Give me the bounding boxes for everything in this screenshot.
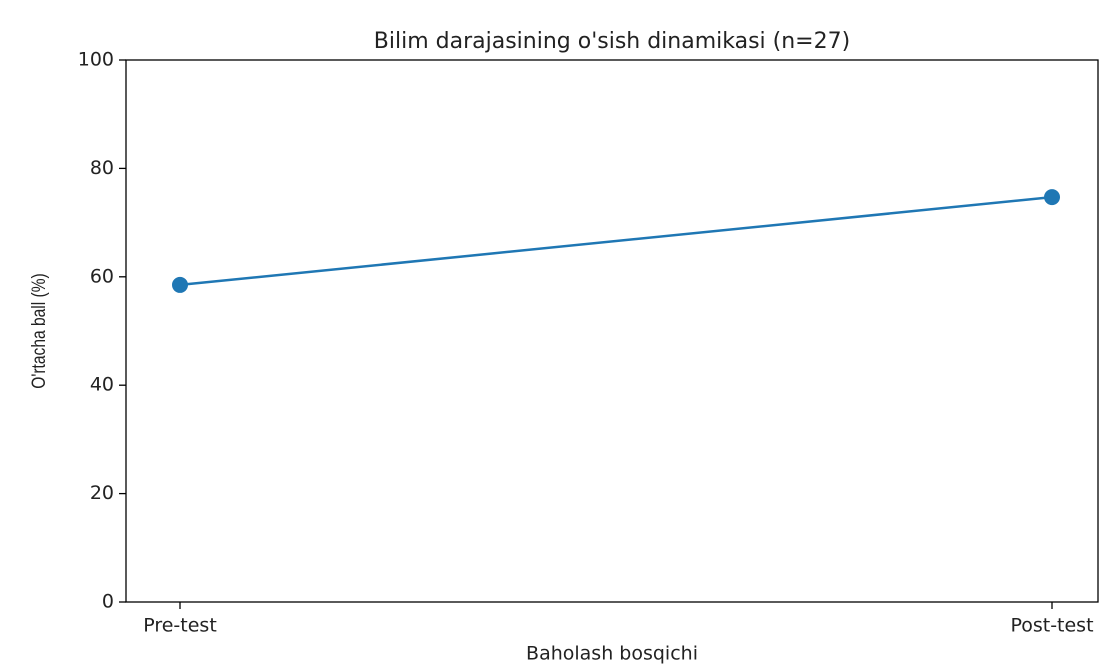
y-tick-label: 0 (102, 591, 114, 613)
x-tick-label: Pre-test (143, 615, 217, 637)
data-point (172, 276, 188, 293)
data-line (179, 195, 1053, 287)
y-axis-label: O'rtacha ball (%) (28, 273, 50, 388)
y-tick-label: 60 (90, 265, 114, 287)
y-tick-label: 40 (90, 374, 114, 396)
x-tick-label: Post-test (1010, 615, 1093, 637)
y-tick-label: 100 (78, 49, 114, 71)
data-point (1044, 189, 1060, 206)
chart-title: Bilim darajasining o'sish dinamikasi (n=… (374, 29, 850, 54)
y-tick-label: 80 (90, 157, 114, 179)
x-axis-label: Baholash bosqichi (526, 643, 698, 665)
y-tick-label: 20 (90, 482, 114, 504)
plot-frame (125, 59, 1099, 603)
